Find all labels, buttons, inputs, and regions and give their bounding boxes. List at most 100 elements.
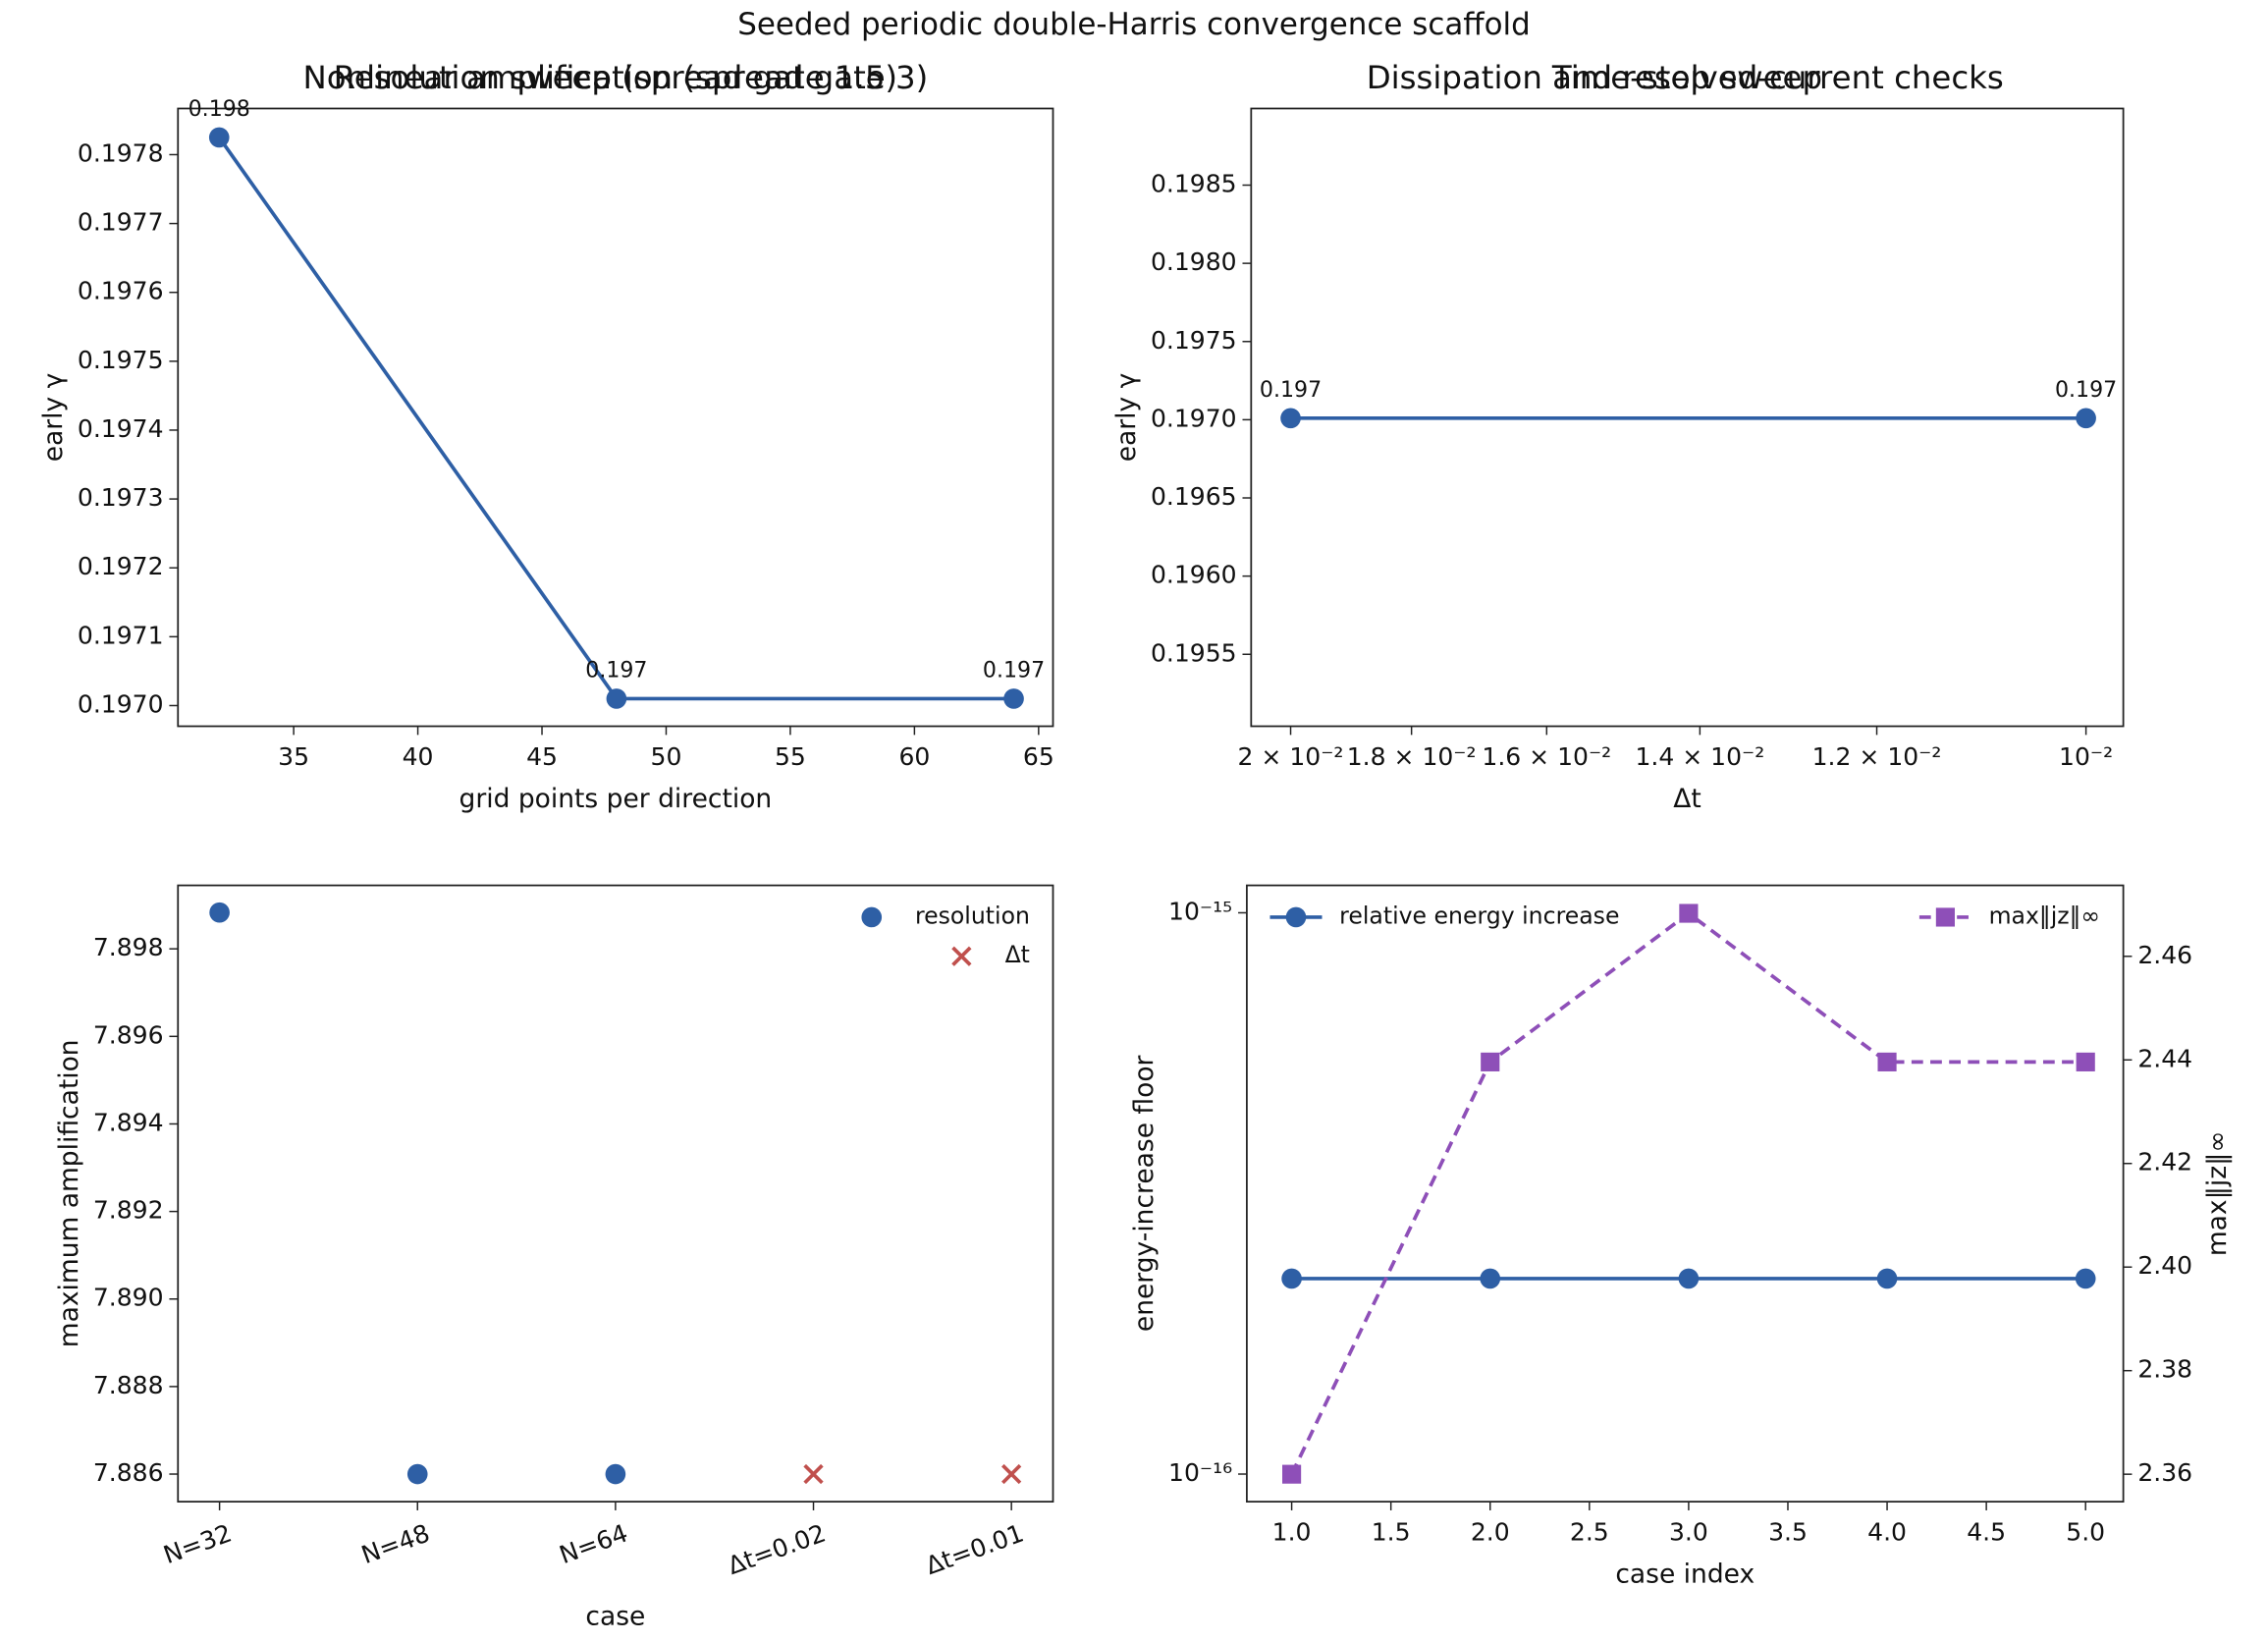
y-tick-label: 0.1985 bbox=[1151, 170, 1237, 198]
subplot-title: Nonlinear amplification (spread gate 3) bbox=[303, 59, 929, 96]
y-tick-label: 0.1973 bbox=[78, 483, 164, 512]
value-label: 0.197 bbox=[983, 657, 1045, 683]
legend-marker bbox=[861, 906, 883, 928]
marker bbox=[406, 1463, 428, 1485]
legend-label: relative energy increase bbox=[1339, 902, 1619, 929]
marker bbox=[606, 688, 627, 709]
marker bbox=[1282, 1464, 1302, 1484]
value-label: 0.197 bbox=[2055, 377, 2117, 403]
x-tick-label: 2 × 10⁻² bbox=[1238, 742, 1344, 771]
marker bbox=[2075, 1268, 2096, 1289]
y-axis-label: early γ bbox=[38, 373, 69, 463]
x-axis-label: grid points per direction bbox=[459, 784, 773, 814]
y-tick-label: 0.1975 bbox=[1151, 326, 1237, 355]
x-tick-label: 5.0 bbox=[2066, 1518, 2105, 1547]
y-tick-label: 0.1955 bbox=[1151, 638, 1237, 667]
subplot-title: Dissipation and resolved-current checks bbox=[1367, 59, 2004, 96]
marker bbox=[1003, 688, 1024, 709]
y2-tick-label: 2.42 bbox=[2137, 1148, 2192, 1177]
y-tick-label: 7.894 bbox=[93, 1108, 164, 1136]
value-label: 0.197 bbox=[1260, 377, 1322, 403]
x-tick-label: 2.5 bbox=[1570, 1518, 1609, 1547]
y-tick-label: 0.1977 bbox=[78, 208, 164, 237]
y-tick-label: 0.1965 bbox=[1151, 482, 1237, 511]
y-tick-label: 0.1970 bbox=[78, 689, 164, 718]
x-tick-label: 2.0 bbox=[1471, 1518, 1510, 1547]
x-tick-label: 1.8 × 10⁻² bbox=[1347, 742, 1477, 771]
plot-frame bbox=[177, 107, 1054, 728]
y2-tick-label: 2.46 bbox=[2137, 941, 2192, 969]
y-tick-label: 0.1976 bbox=[78, 277, 164, 305]
x-tick-label: 60 bbox=[898, 742, 930, 771]
x-tick-label: 55 bbox=[775, 742, 806, 771]
marker bbox=[208, 127, 230, 148]
marker bbox=[209, 902, 230, 923]
legend-label: resolution bbox=[915, 902, 1030, 929]
marker bbox=[803, 1463, 824, 1485]
x-tick-label: 50 bbox=[651, 742, 682, 771]
y-tick-label: 0.1972 bbox=[78, 552, 164, 580]
value-label: 0.197 bbox=[585, 657, 647, 683]
y2-axis-label: max‖jz‖∞ bbox=[2202, 1131, 2233, 1257]
value-label: 0.198 bbox=[189, 96, 250, 122]
marker bbox=[1678, 1268, 1700, 1289]
x-tick-label: 1.4 × 10⁻² bbox=[1635, 742, 1764, 771]
x-tick-label: 4.0 bbox=[1867, 1518, 1907, 1547]
marker bbox=[1877, 1052, 1897, 1071]
y2-tick-label: 2.38 bbox=[2137, 1355, 2192, 1384]
subplot-title: Resolution sweep (spread gate 1.5) bbox=[334, 59, 897, 96]
x-tick-label: 45 bbox=[526, 742, 558, 771]
subplot-title: Time-step sweep bbox=[1551, 59, 1822, 96]
marker bbox=[2076, 1052, 2095, 1071]
marker bbox=[1281, 1268, 1302, 1289]
y2-tick-label: 2.40 bbox=[2137, 1251, 2192, 1280]
y-tick-label: 7.888 bbox=[93, 1371, 164, 1399]
marker bbox=[605, 1463, 626, 1485]
x-tick-label: 40 bbox=[403, 742, 434, 771]
y-tick-label: 7.898 bbox=[93, 933, 164, 961]
y2-tick-label: 2.36 bbox=[2137, 1458, 2192, 1487]
y-tick-label: 0.1970 bbox=[1151, 404, 1237, 432]
x-axis-label: case bbox=[585, 1601, 645, 1631]
x-axis-label: case index bbox=[1615, 1560, 1755, 1590]
y-axis-label: early γ bbox=[1111, 373, 1142, 463]
y-axis-label: maximum amplification bbox=[54, 1039, 84, 1347]
legend-marker bbox=[1935, 907, 1955, 927]
legend-label: max‖jz‖∞ bbox=[1989, 902, 2100, 929]
y-tick-label: 10⁻¹⁵ bbox=[1168, 897, 1232, 925]
x-tick-label: 1.2 × 10⁻² bbox=[1812, 742, 1942, 771]
x-tick-label: 3.5 bbox=[1768, 1518, 1808, 1547]
y-tick-label: 0.1974 bbox=[78, 414, 164, 443]
y-tick-label: 7.896 bbox=[93, 1020, 164, 1049]
marker bbox=[1480, 1268, 1501, 1289]
legend-label: Δt bbox=[1005, 941, 1030, 968]
marker bbox=[1481, 1052, 1500, 1071]
y2-tick-label: 2.44 bbox=[2137, 1044, 2192, 1072]
y-tick-label: 10⁻¹⁶ bbox=[1168, 1458, 1232, 1487]
y-tick-label: 0.1978 bbox=[78, 138, 164, 167]
y-tick-label: 7.890 bbox=[93, 1284, 164, 1312]
x-axis-label: Δt bbox=[1673, 784, 1701, 814]
marker bbox=[1001, 1463, 1022, 1485]
y-tick-label: 7.892 bbox=[93, 1196, 164, 1225]
x-tick-label: 4.5 bbox=[1967, 1518, 2006, 1547]
marker bbox=[1280, 408, 1301, 429]
y-tick-label: 0.1980 bbox=[1151, 247, 1237, 276]
y-tick-label: 0.1975 bbox=[78, 346, 164, 374]
legend-marker bbox=[1285, 906, 1307, 928]
legend-marker bbox=[951, 946, 972, 966]
plot-frame bbox=[1250, 107, 2125, 728]
marker bbox=[2076, 408, 2096, 429]
y-axis-label: energy-increase floor bbox=[1129, 1055, 1160, 1332]
marker bbox=[1876, 1268, 1898, 1289]
x-tick-label: 3.0 bbox=[1669, 1518, 1708, 1547]
x-tick-label: 1.5 bbox=[1372, 1518, 1411, 1547]
y-tick-label: 0.1960 bbox=[1151, 561, 1237, 589]
figure-title: Seeded periodic double-Harris convergenc… bbox=[737, 7, 1530, 42]
y-tick-label: 0.1971 bbox=[78, 621, 164, 649]
x-tick-label: 1.6 × 10⁻² bbox=[1482, 742, 1611, 771]
x-tick-label: 65 bbox=[1023, 742, 1054, 771]
